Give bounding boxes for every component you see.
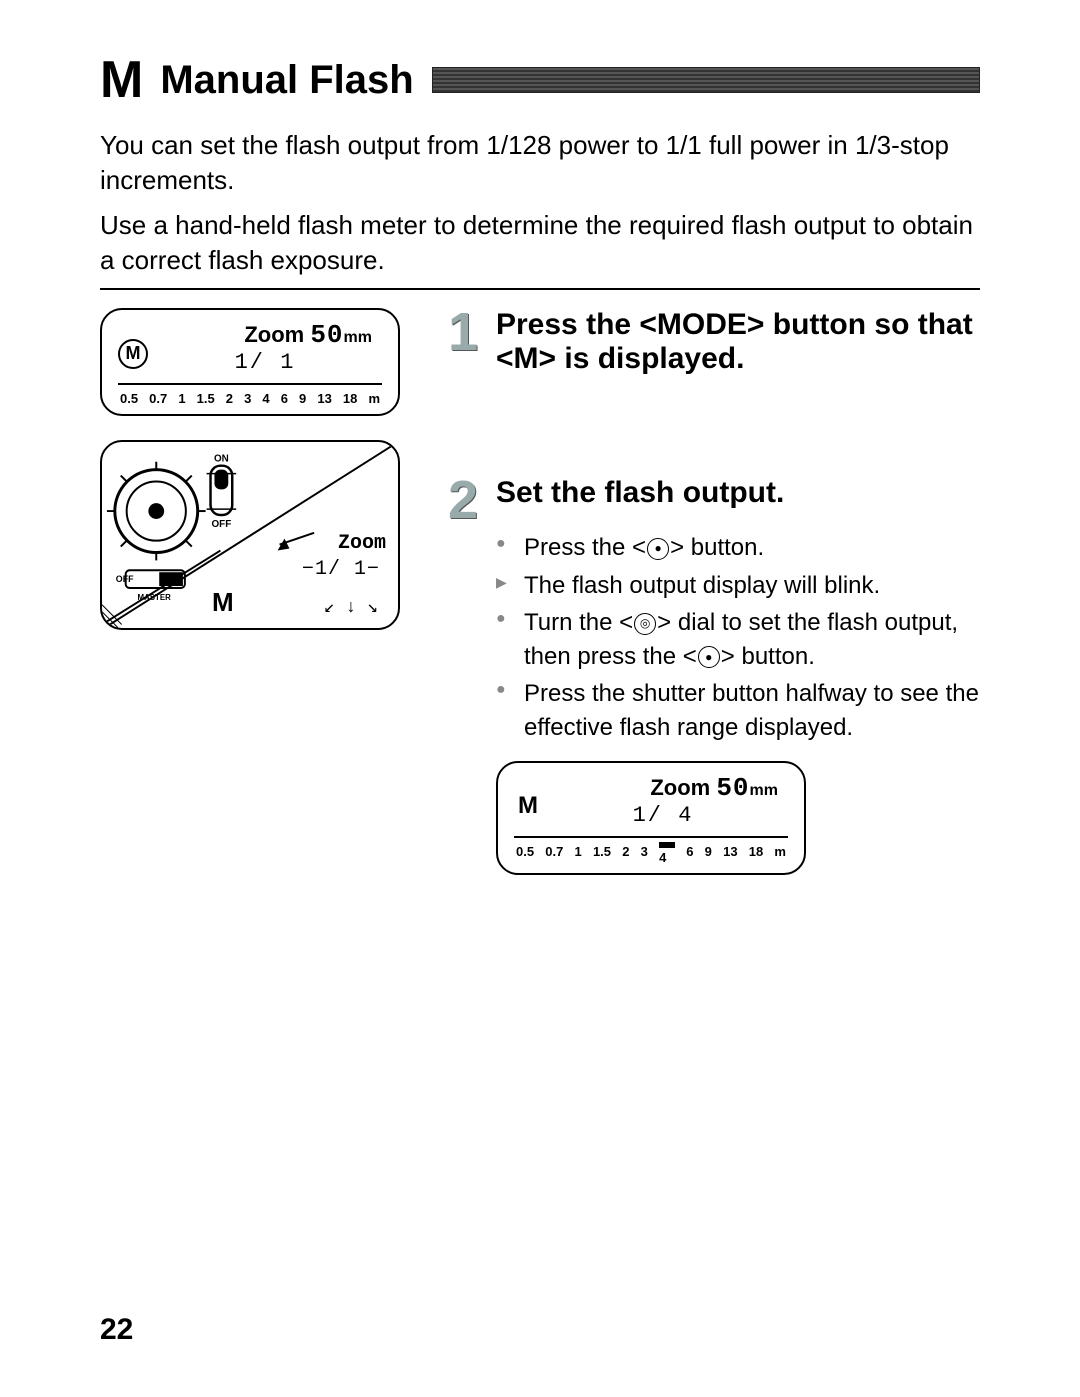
- step2-bullet-1: Press the <●> button.: [496, 531, 980, 565]
- off-label: OFF: [212, 519, 232, 530]
- intro-text-2: Use a hand-held flash meter to determine…: [100, 208, 980, 278]
- zoom-label: Zoom: [244, 322, 304, 347]
- step2-bullet-2: The flash output display will blink.: [496, 569, 980, 603]
- zoom-label-2: Zoom: [650, 775, 710, 800]
- lcd-panel-2: M Zoom 50mm 1/ 4 0.50.711.5234691318m: [496, 761, 806, 875]
- lcd-panel-1: M Zoom 50mm 1/ 1 0.50.711.5234691318m: [100, 308, 400, 416]
- master-label: MASTER: [138, 593, 172, 602]
- zoom-unit: mm: [344, 329, 372, 346]
- step2-bullet-4: Press the shutter button halfway to see …: [496, 677, 980, 744]
- page-title: Manual Flash: [160, 58, 413, 103]
- on-label: ON: [214, 454, 229, 465]
- zoom-value: 50: [310, 320, 343, 350]
- flash-ratio-2: 1/ 4: [538, 803, 788, 828]
- dial-mode: M: [212, 587, 234, 618]
- dial-zoom-label: Zoom: [338, 532, 386, 555]
- distance-scale-1: 0.50.711.5234691318m: [118, 391, 382, 406]
- section-divider: [100, 288, 980, 290]
- title-bar: [432, 67, 980, 93]
- dial-arrows: ↙ ↓ ↘: [324, 596, 378, 618]
- dial-ratio: −1/ 1−: [302, 558, 380, 581]
- step-1-title: Press the <MODE> button so that <M> is d…: [496, 308, 980, 376]
- zoom-value-2: 50: [716, 773, 749, 803]
- dial-icon: ◎: [634, 613, 656, 635]
- step2-bullet-3: Turn the <◎> dial to set the flash outpu…: [496, 606, 980, 673]
- select-button-icon: ●: [647, 538, 669, 560]
- zoom-unit-2: mm: [750, 782, 778, 799]
- mode-indicator-circle: M: [118, 339, 148, 369]
- flash-ratio: 1/ 1: [148, 350, 382, 375]
- step-2-title: Set the flash output.: [496, 476, 784, 510]
- dial-diagram: ON OFF OFF MASTER Zoom −1/ 1− M: [100, 440, 400, 630]
- mode-letter: M: [100, 50, 142, 110]
- mode-indicator-plain: M: [514, 792, 538, 820]
- intro-text-1: You can set the flash output from 1/128 …: [100, 128, 980, 198]
- distance-scale-2: 0.50.711.5234691318m: [514, 844, 788, 865]
- step-1: 1 Press the <MODE> button so that <M> is…: [448, 308, 980, 376]
- off2-label: OFF: [116, 574, 134, 584]
- page-heading: M Manual Flash: [100, 50, 980, 110]
- step-number-2: 2: [448, 476, 486, 525]
- step-2: 2 Set the flash output. Press the <●> bu…: [448, 476, 980, 874]
- select-button-icon-2: ●: [698, 646, 720, 668]
- step-number-1: 1: [448, 308, 486, 357]
- page-number: 22: [100, 1313, 133, 1347]
